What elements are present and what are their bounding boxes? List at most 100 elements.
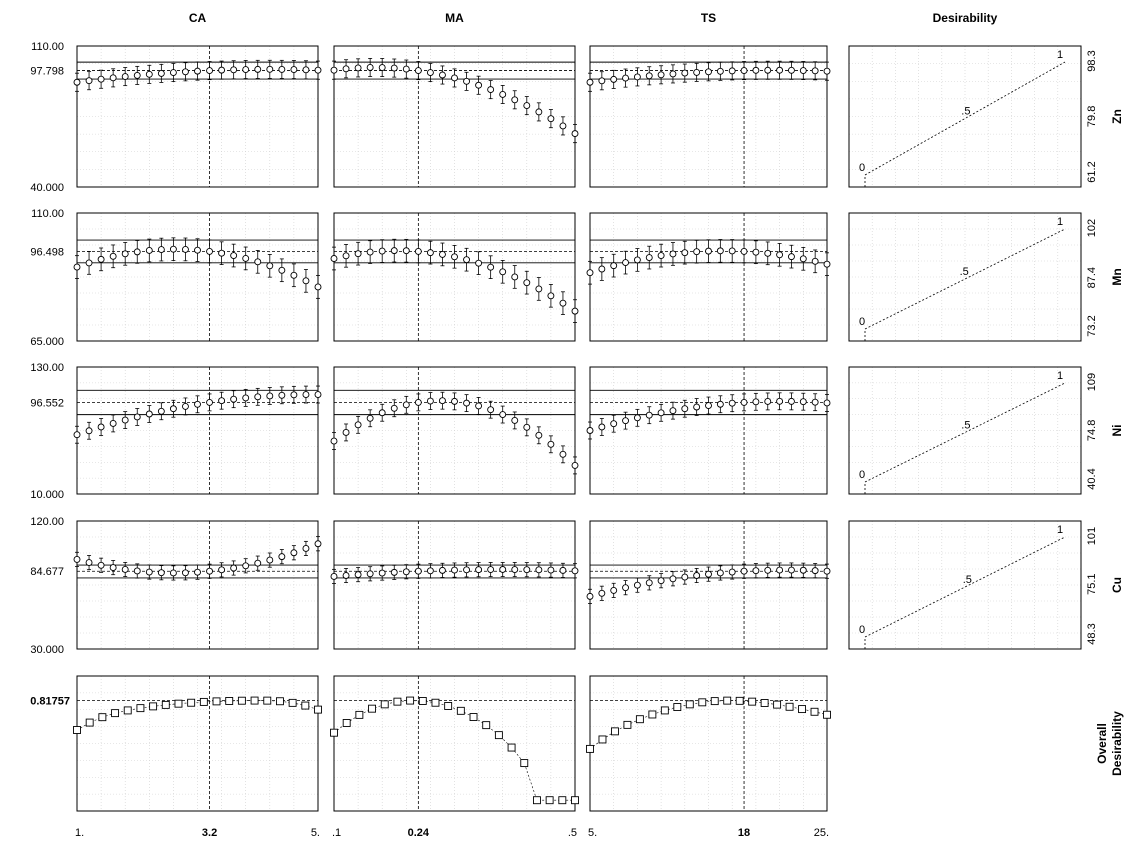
x-tick-current-ma: 0.24 bbox=[408, 827, 430, 839]
overall-point bbox=[456, 706, 465, 715]
profile-point bbox=[314, 540, 322, 548]
y-tick-current-mn: 96.498 bbox=[30, 246, 64, 258]
profile-point bbox=[559, 450, 567, 458]
overall-point bbox=[748, 697, 757, 706]
profile-point bbox=[547, 440, 555, 448]
profile-point bbox=[571, 130, 579, 138]
profile-point bbox=[133, 248, 141, 256]
profile-point bbox=[523, 279, 531, 287]
profile-point bbox=[523, 423, 531, 431]
overall-point bbox=[237, 696, 246, 705]
profile-point bbox=[109, 564, 117, 572]
profile-point bbox=[740, 398, 748, 406]
profile-point bbox=[439, 397, 446, 405]
y-tick-top-cu: 120.00 bbox=[30, 516, 64, 528]
profile-point bbox=[366, 570, 374, 578]
profile-point bbox=[206, 67, 214, 75]
overall-point bbox=[810, 707, 819, 716]
x-tick-current-ts: 18 bbox=[738, 827, 750, 839]
overall-point bbox=[610, 727, 619, 736]
profile-point bbox=[598, 589, 606, 597]
desirability-tick-ni-0: 40.4 bbox=[1086, 468, 1098, 489]
profile-point bbox=[511, 566, 519, 573]
overall-point bbox=[685, 700, 694, 709]
profile-point bbox=[657, 71, 665, 79]
overall-point bbox=[330, 728, 338, 737]
profile-point bbox=[811, 398, 819, 406]
desirability-tick-mn-1: 87.4 bbox=[1086, 267, 1098, 288]
profile-point bbox=[206, 247, 214, 255]
y-tick-top-mn: 110.00 bbox=[31, 208, 64, 220]
profile-point bbox=[547, 566, 555, 574]
overall-point bbox=[85, 718, 94, 727]
profile-point bbox=[811, 257, 819, 265]
y-tick-bottom-ni: 10.000 bbox=[30, 489, 64, 501]
overall-point bbox=[275, 697, 284, 706]
profile-point bbox=[535, 108, 543, 116]
profile-point bbox=[610, 586, 618, 594]
desirability-line bbox=[864, 228, 1066, 330]
profile-point bbox=[451, 566, 458, 574]
profile-point bbox=[799, 398, 807, 406]
y-tick-current-ni: 96.552 bbox=[30, 397, 64, 409]
profile-point bbox=[752, 248, 760, 256]
panel-overall-ma bbox=[333, 675, 576, 812]
profile-point bbox=[487, 263, 495, 271]
profile-point bbox=[693, 572, 701, 579]
overall-point bbox=[469, 713, 478, 721]
panel-cu-ts bbox=[589, 520, 828, 650]
desirability-line bbox=[864, 536, 1066, 638]
profile-point bbox=[73, 263, 81, 271]
profile-point bbox=[330, 255, 338, 262]
profile-point bbox=[378, 409, 386, 417]
profile-point bbox=[586, 592, 594, 600]
panel-overall-ts bbox=[589, 675, 828, 812]
desirability-tick-zn-2: 98.3 bbox=[1086, 50, 1098, 71]
y-tick-bottom-cu: 30.000 bbox=[30, 644, 64, 656]
response-label-zn: Zn bbox=[1110, 109, 1124, 124]
overall-point bbox=[301, 701, 310, 710]
profile-point bbox=[645, 579, 653, 587]
profile-point bbox=[85, 559, 93, 566]
profile-point bbox=[414, 567, 422, 575]
profile-point bbox=[85, 77, 93, 85]
overall-point bbox=[520, 759, 529, 768]
overall-point bbox=[482, 721, 491, 730]
overall-point bbox=[735, 696, 744, 705]
panel-ni-ma bbox=[333, 366, 576, 495]
profile-point bbox=[354, 64, 362, 72]
profile-point bbox=[475, 566, 483, 574]
profile-point bbox=[342, 428, 350, 436]
profile-point bbox=[378, 569, 386, 577]
profile-point bbox=[402, 568, 410, 576]
profile-point bbox=[121, 416, 129, 424]
profile-point bbox=[330, 573, 338, 580]
profile-point bbox=[121, 73, 129, 81]
overall-label-line2: Desirability bbox=[1110, 711, 1124, 776]
profile-point bbox=[622, 417, 629, 425]
profile-point bbox=[169, 69, 177, 76]
profile-point bbox=[414, 67, 422, 75]
profile-point bbox=[194, 400, 201, 408]
profile-point bbox=[823, 399, 831, 407]
profile-point bbox=[499, 91, 507, 98]
x-tick-start-ma: .1 bbox=[332, 827, 341, 839]
profile-point bbox=[342, 572, 350, 579]
overall-current-label: 0.81757 bbox=[30, 696, 70, 708]
overall-point bbox=[199, 697, 208, 706]
overall-point bbox=[73, 726, 81, 734]
profile-point bbox=[266, 556, 274, 564]
overall-point bbox=[773, 700, 782, 709]
profile-point bbox=[181, 402, 189, 410]
profile-point bbox=[342, 252, 350, 260]
profile-point bbox=[230, 564, 238, 572]
profile-point bbox=[598, 423, 606, 431]
profile-point bbox=[463, 256, 470, 264]
profile-point bbox=[451, 397, 458, 405]
profile-point bbox=[218, 66, 226, 74]
profile-point bbox=[290, 271, 298, 279]
profile-point bbox=[314, 66, 322, 74]
profile-point bbox=[823, 260, 831, 268]
overall-point bbox=[545, 796, 554, 805]
profile-point bbox=[439, 566, 446, 574]
